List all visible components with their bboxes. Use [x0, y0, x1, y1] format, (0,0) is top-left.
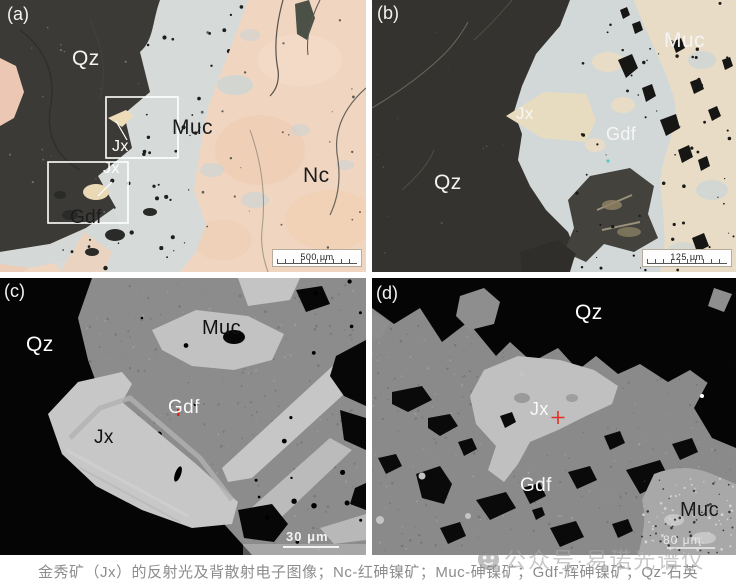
mineral-label-jx: Jx: [516, 104, 534, 123]
bright-speck: [700, 394, 704, 398]
jx-grains: [83, 110, 134, 200]
scale-ruler-b: [647, 259, 727, 264]
analysis-mark-red: [177, 409, 180, 416]
jx-wedge: [506, 92, 596, 142]
zoom-box-2: [47, 161, 129, 224]
mineral-label-qz: Qz: [434, 171, 462, 194]
panel-tag-a: (a): [7, 4, 29, 24]
panel-a-art: [0, 0, 366, 272]
mineral-label-gdf: Gdf: [168, 397, 200, 418]
teal-speck: [606, 159, 610, 163]
mineral-label-gdf: Gdf: [606, 124, 637, 144]
nc-cracks: [249, 0, 366, 272]
mineral-label-jx-1: Jx: [112, 138, 129, 155]
leader-line-jx1: [115, 120, 128, 141]
panel-a: (a) Qz Muc Jx Jx Gdf Nc 500 μm: [0, 0, 366, 272]
mineral-label-jx: Jx: [530, 399, 549, 419]
scale-label-a: 500 μm: [300, 252, 334, 262]
panel-tag-b: (b): [377, 3, 399, 23]
jx-blob: [470, 356, 618, 482]
scale-bar-b: 125 μm: [642, 249, 732, 267]
scale-strip: [243, 544, 366, 555]
scale-bar-a: 500 μm: [272, 249, 362, 267]
mineral-label-muc: Muc: [664, 29, 705, 52]
panel-b: (b) Muc Jx Gdf Qz 125 μm: [372, 0, 736, 272]
scale-ruler-a: [277, 259, 357, 264]
scale-label-c: 30 μm: [286, 529, 329, 544]
right-speckles: [575, 1, 735, 272]
scale-label-d: 80 μm: [663, 533, 702, 547]
mineral-label-muc: Muc: [680, 499, 719, 521]
panel-tag-c: (c): [4, 281, 25, 301]
scale-label-b: 125 μm: [670, 252, 704, 262]
leader-line-jx2: [97, 181, 113, 197]
mineral-label-gdf: Gdf: [520, 475, 552, 496]
small-light-patches: [376, 371, 525, 524]
scale-line-d: [667, 547, 715, 549]
quartz-region: [0, 0, 160, 252]
panel-d: (d) Qz Jx Gdf Muc 80 μm: [372, 278, 736, 555]
mineral-label-qz: Qz: [26, 333, 54, 356]
analysis-crosshair-red: [551, 411, 565, 424]
scale-line-c: [283, 546, 339, 548]
muc-region: [638, 468, 736, 555]
panel-c: (c) Qz Muc Gdf Jx 30 μm: [0, 278, 366, 555]
mineral-label-jx: Jx: [94, 427, 114, 448]
panel-tag-d: (d): [376, 283, 398, 303]
muc-dark-specks: [640, 479, 734, 554]
dark-blobs-lower-left: [54, 191, 157, 256]
black-patches: [223, 286, 366, 542]
mineral-label-muc: Muc: [202, 317, 241, 339]
panel-b-art: [372, 0, 736, 272]
figure-caption: 金秀矿（Jx）的反射光及背散射电子图像；Nc-红砷镍矿；Muc-砷镍矿；Gdf-…: [38, 564, 698, 581]
mineral-label-muc: Muc: [172, 116, 213, 139]
mineral-label-jx-2: Jx: [103, 160, 120, 177]
quartz-region: [372, 0, 576, 272]
quartz-speckles: [372, 6, 504, 254]
mineral-label-gdf: Gdf: [70, 207, 102, 228]
gdf-lower-band: [0, 208, 120, 268]
panel-c-art: [0, 278, 366, 555]
zoom-box-1: [105, 96, 179, 159]
gray-islands: [372, 288, 732, 340]
muc-light-specks: [641, 477, 734, 554]
jx-crystal: [48, 372, 238, 528]
mineral-label-nc: Nc: [303, 164, 330, 187]
pink-strip: [0, 58, 24, 126]
muc-patches: [152, 278, 366, 544]
mineral-label-qz: Qz: [575, 301, 603, 324]
dark-inclusion-blob: [520, 168, 658, 272]
black-inclusions: [618, 7, 733, 265]
mineral-label-qz: Qz: [72, 47, 100, 70]
